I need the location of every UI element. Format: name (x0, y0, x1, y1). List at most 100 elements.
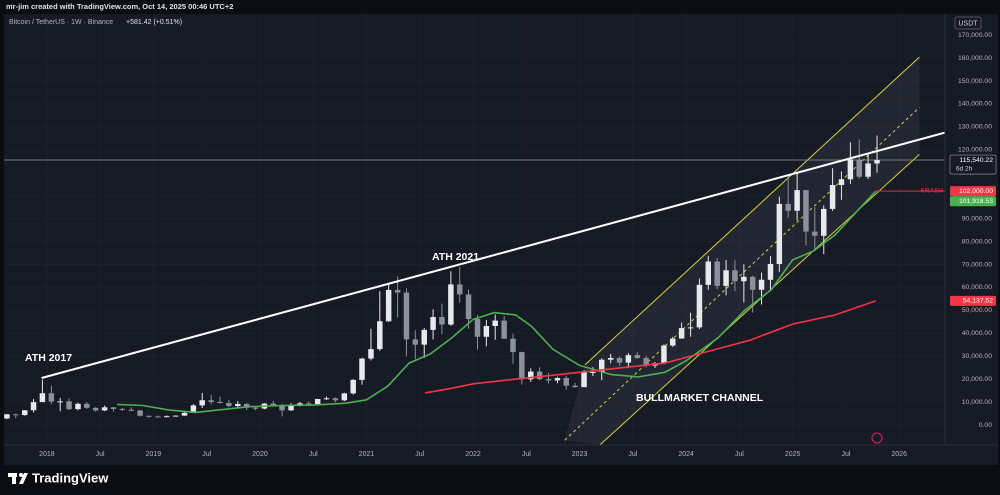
candle-body (172, 415, 179, 417)
candle-body (4, 414, 10, 419)
footer-bar (0, 466, 1000, 495)
x-tick-label: Jul (628, 451, 637, 458)
candle-body (84, 403, 90, 408)
price-label: 101,918.53 (959, 198, 993, 205)
candle-body (323, 398, 330, 400)
candle-body (66, 401, 72, 410)
candle-body (598, 359, 605, 372)
candle-body (465, 294, 472, 320)
candle-body (865, 163, 871, 177)
candle-body (483, 325, 490, 337)
candle-body (474, 319, 481, 337)
candle-body (741, 276, 747, 282)
candle-body (678, 328, 685, 339)
currency-box[interactable] (954, 16, 982, 30)
price-axis (945, 14, 998, 465)
candle-body (510, 338, 516, 353)
candle-body (270, 403, 277, 406)
candle-body (243, 403, 250, 408)
candle-body (199, 400, 205, 406)
y-tick-label: 60,000.00 (962, 284, 992, 291)
candle-body (607, 357, 614, 360)
candle-body (279, 405, 285, 411)
currency[interactable]: USDT (958, 20, 978, 27)
plot-area (4, 14, 945, 445)
y-tick-label: 80,000.00 (962, 238, 992, 245)
candle-body (616, 357, 623, 363)
candle-body (75, 403, 81, 410)
x-tick-label: 2018 (39, 451, 55, 458)
countdown: 6d 2h (956, 166, 973, 173)
y-tick-label: 20,000.00 (962, 376, 992, 383)
candle-body (137, 410, 143, 416)
candle-body (101, 407, 108, 411)
x-tick-label: Jul (522, 451, 531, 458)
candle-body (838, 179, 845, 186)
candle-body (714, 261, 720, 286)
candle-body (377, 321, 383, 350)
candle-body (235, 403, 241, 407)
candle-body (288, 405, 294, 411)
price-label: 115,540.22 (959, 157, 993, 164)
candle-body (829, 185, 836, 209)
brand: TradingView (32, 470, 109, 485)
candle-body (57, 401, 63, 403)
x-tick-label: 2021 (359, 451, 375, 458)
x-tick-label: Jul (309, 451, 318, 458)
candle-body (847, 159, 854, 180)
candle-body (821, 208, 827, 236)
price-label: 102,000.00 (959, 188, 993, 195)
candle-body (492, 320, 498, 326)
y-tick-label: 120,000.00 (958, 147, 992, 154)
candle-body (812, 231, 818, 236)
y-tick-label: 90,000.00 (962, 215, 992, 222)
candle-body (448, 284, 454, 325)
y-tick-label: 70,000.00 (962, 261, 992, 268)
candle-body (421, 329, 427, 345)
candle-body (554, 378, 561, 381)
y-tick-label: 150,000.00 (958, 78, 992, 85)
candle-body (155, 416, 161, 418)
annotation: ATH 2017 (25, 352, 72, 364)
price-label-box (949, 154, 997, 175)
candle-body (394, 289, 401, 293)
candle-body (732, 270, 738, 282)
candle-body (776, 203, 783, 264)
channel-line (584, 56, 920, 366)
candle-body (572, 385, 578, 388)
candle-body (519, 352, 525, 380)
candle-body (190, 405, 197, 413)
x-tick-label: 2023 (572, 451, 588, 458)
axis-layer: 0.00 10,000.00 20,000.00 30,000.00 40,000.00… (39, 32, 997, 458)
candle-body (297, 403, 303, 406)
y-tick-label: 10,000.00 (962, 399, 992, 406)
candle-body (874, 160, 880, 164)
x-tick-label: Jul (202, 451, 211, 458)
event-icon[interactable] (871, 432, 883, 444)
candle-body (856, 159, 862, 177)
candle-body (723, 270, 729, 286)
y-tick-label: 130,000.00 (958, 124, 992, 131)
candle-body (456, 284, 463, 295)
candle-body (643, 357, 649, 366)
candle-body (403, 292, 410, 340)
price-label-box (950, 196, 996, 207)
candle-body (545, 379, 552, 381)
x-tick-label: Jul (415, 451, 424, 458)
x-tick-label: 2019 (146, 451, 162, 458)
candle-body (705, 261, 712, 285)
logo-part (12, 473, 16, 484)
candle-body (30, 402, 37, 411)
credit: mr-jim created with TradingView.com, Oct… (6, 2, 233, 11)
candle-body (163, 416, 170, 418)
candle-body (110, 407, 117, 409)
candle-body (252, 407, 259, 409)
candle-body (687, 327, 694, 329)
price-label-box (950, 295, 996, 306)
y-tick-label: 0.00 (979, 422, 992, 429)
x-tick-label: 2020 (252, 451, 268, 458)
candle-body (625, 355, 632, 363)
price-label-box (950, 186, 996, 197)
candle-body (412, 339, 419, 345)
x-tick-label: 2025 (785, 451, 801, 458)
